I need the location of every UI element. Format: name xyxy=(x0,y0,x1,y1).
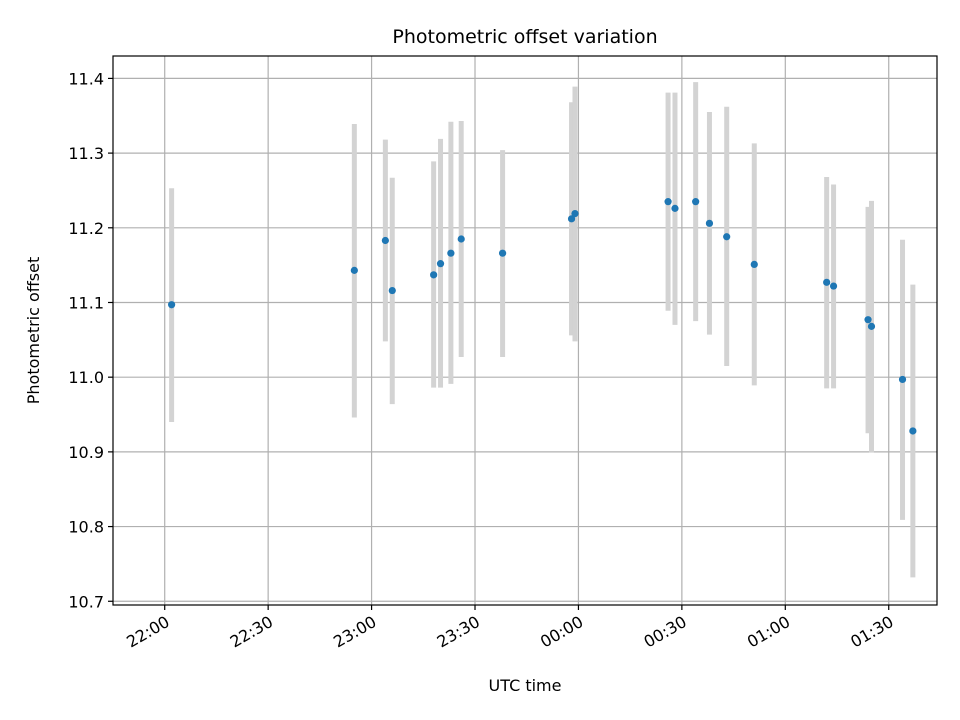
data-point xyxy=(168,301,176,309)
data-point xyxy=(705,219,714,227)
y-tick-label: 11.0 xyxy=(68,368,104,387)
data-point xyxy=(909,427,917,435)
y-tick-label: 11.4 xyxy=(68,69,104,88)
data-point xyxy=(457,235,465,243)
data-point xyxy=(867,322,876,330)
data-points xyxy=(168,198,917,435)
x-axis-title: UTC time xyxy=(489,676,562,695)
data-point xyxy=(898,375,907,384)
data-point xyxy=(436,260,445,268)
data-point xyxy=(388,286,396,295)
y-tick-label: 10.8 xyxy=(68,518,104,537)
chart-title: Photometric offset variation xyxy=(392,26,657,48)
y-axis-ticks: 10.7 10.8 10.9 11.0 11.1 11.2 11.3 11.4 xyxy=(68,69,113,611)
data-point xyxy=(430,271,438,279)
data-point xyxy=(671,204,679,212)
data-point xyxy=(350,266,358,274)
grid xyxy=(113,56,937,605)
y-tick-label: 10.7 xyxy=(68,592,104,611)
data-point xyxy=(823,278,831,286)
y-tick-label: 10.9 xyxy=(68,443,104,462)
plot-frame xyxy=(112,55,938,606)
data-point xyxy=(567,215,576,223)
data-point xyxy=(571,210,579,218)
y-tick-label: 11.2 xyxy=(68,219,104,238)
data-point xyxy=(723,233,731,241)
y-tick-label: 11.1 xyxy=(68,293,104,312)
data-point xyxy=(750,260,758,268)
data-point xyxy=(829,282,838,290)
y-axis-title: Photometric offset xyxy=(24,257,43,405)
data-point xyxy=(498,249,507,257)
data-point xyxy=(664,198,672,206)
data-point xyxy=(864,316,872,324)
data-point xyxy=(692,198,700,206)
data-point xyxy=(447,249,455,257)
y-tick-label: 11.3 xyxy=(68,144,104,163)
data-point xyxy=(381,236,389,245)
